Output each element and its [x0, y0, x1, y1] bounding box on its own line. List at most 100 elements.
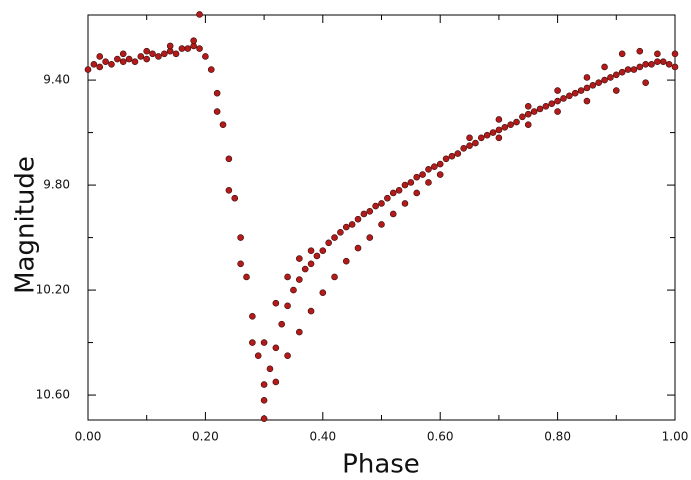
y-axis-title: Magnitude: [11, 156, 41, 294]
data-point: [260, 339, 268, 346]
data-point: [501, 124, 509, 131]
data-point: [272, 299, 280, 307]
x-tick-label: 0.00: [75, 430, 102, 444]
data-point: [254, 352, 262, 359]
x-tick-label: 0.40: [309, 430, 336, 444]
data-point: [278, 320, 286, 328]
data-point: [495, 126, 503, 134]
data-point: [307, 307, 315, 315]
data-point: [213, 108, 221, 115]
data-point: [407, 179, 415, 186]
data-point: [595, 79, 602, 87]
data-point: [284, 273, 291, 281]
data-point: [301, 265, 309, 273]
data-point: [524, 103, 532, 110]
data-point: [642, 61, 649, 68]
data-point: [143, 55, 150, 63]
data-point: [448, 152, 456, 160]
y-tick-label: 10.60: [36, 388, 70, 402]
data-point: [466, 142, 473, 150]
data-point: [624, 66, 632, 73]
data-point: [577, 87, 585, 94]
data-point: [425, 179, 432, 186]
data-point: [342, 257, 350, 265]
data-point: [319, 247, 327, 255]
data-point: [442, 155, 450, 163]
data-point: [125, 55, 133, 63]
data-point: [272, 344, 280, 352]
data-point: [401, 181, 409, 189]
data-point: [319, 289, 327, 296]
data-point: [513, 118, 520, 126]
data-point: [566, 92, 573, 100]
data-point: [460, 145, 467, 152]
data-point: [554, 97, 561, 105]
data-point: [419, 171, 426, 178]
data-point: [536, 105, 544, 113]
data-point: [114, 55, 121, 63]
data-point: [178, 45, 186, 52]
data-point: [196, 11, 203, 18]
data-point: [431, 163, 438, 171]
data-point: [313, 252, 321, 260]
data-point: [654, 50, 661, 58]
x-tick-label: 0.20: [192, 430, 219, 444]
data-point: [249, 339, 256, 346]
data-point: [354, 215, 362, 223]
data-point: [612, 87, 620, 94]
data-point: [155, 53, 162, 60]
data-point: [583, 97, 591, 105]
data-point: [618, 68, 626, 76]
data-point: [272, 378, 280, 386]
data-point: [143, 47, 150, 55]
data-point: [389, 210, 397, 218]
data-point: [665, 61, 673, 68]
data-point: [495, 116, 503, 123]
data-point: [290, 286, 297, 294]
x-tick-label: 0.80: [544, 430, 571, 444]
data-point: [331, 234, 338, 241]
data-point: [395, 187, 403, 194]
data-point: [266, 365, 274, 373]
data-point: [225, 155, 233, 163]
data-point: [548, 100, 556, 108]
data-point: [583, 84, 591, 92]
data-point: [489, 129, 497, 136]
data-point: [348, 221, 356, 228]
data-point: [413, 189, 421, 197]
data-point: [659, 58, 667, 66]
data-point: [454, 150, 462, 157]
data-point: [630, 66, 638, 73]
data-point: [636, 63, 644, 71]
data-point: [389, 189, 397, 197]
data-point: [237, 260, 244, 268]
data-point: [213, 89, 221, 97]
data-point: [366, 208, 374, 215]
data-point: [131, 58, 139, 66]
data-point: [166, 42, 174, 50]
data-point: [495, 134, 503, 142]
data-point: [648, 61, 655, 68]
data-point: [519, 113, 526, 121]
data-point: [102, 58, 109, 66]
data-point: [354, 244, 362, 252]
data-point: [284, 352, 291, 359]
data-point: [337, 229, 344, 236]
data-point: [366, 234, 374, 241]
data-point: [284, 302, 291, 310]
data-point: [554, 108, 561, 115]
data-point: [260, 415, 268, 422]
data-point: [601, 76, 608, 84]
data-point: [137, 53, 145, 60]
data-point: [542, 103, 550, 110]
data-point: [560, 95, 567, 102]
data-point: [636, 47, 644, 55]
data-point: [96, 53, 104, 60]
data-point: [161, 50, 168, 58]
data-point: [524, 121, 532, 129]
data-point: [378, 200, 385, 207]
data-point: [342, 223, 350, 231]
data-point: [196, 45, 203, 52]
data-point: [296, 255, 303, 262]
